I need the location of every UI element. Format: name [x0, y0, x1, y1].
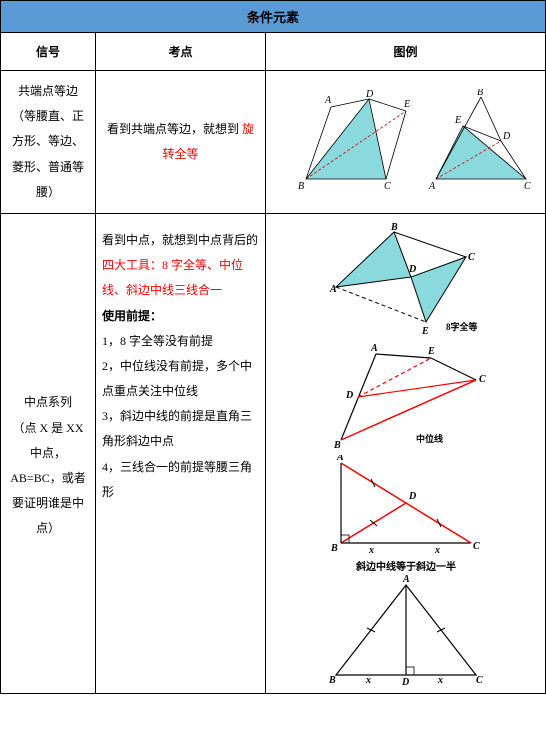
svg-text:E: E — [427, 346, 435, 357]
svg-text:D: D — [345, 390, 353, 401]
svg-text:B: B — [328, 675, 336, 685]
rotation-diagram-icon: A E B C D A B C D E — [276, 89, 536, 194]
row2-point: 看到中点，就想到中点背后的四大工具：8 字全等、中位线、斜边中线三线合一 使用前… — [96, 213, 266, 693]
svg-text:A: A — [402, 575, 410, 585]
conditions-table: 条件元素 信号 考点 图例 共端点等边（等腰直、正方形、等边、菱形、普通等腰） … — [0, 0, 546, 694]
svg-text:C: C — [384, 181, 391, 192]
svg-text:B: B — [330, 543, 338, 554]
svg-text:C: C — [468, 252, 475, 263]
svg-text:D: D — [401, 677, 409, 685]
col-header-point: 考点 — [96, 33, 266, 71]
text: 中点系列 （点 X 是 XX 中点，AB=BC，或者要证明谁是中点） — [10, 395, 85, 535]
svg-text:E: E — [403, 99, 410, 110]
svg-text:C: C — [479, 374, 486, 385]
svg-text:D: D — [408, 491, 416, 502]
row2-figure: AB CD E 8字全等 AB CD E 中位线 — [266, 213, 546, 693]
svg-text:B: B — [390, 222, 398, 233]
table-title: 条件元素 — [1, 1, 546, 33]
text: 1，8 字全等没有前提 — [102, 334, 213, 348]
svg-text:E: E — [454, 115, 461, 126]
svg-text:x: x — [368, 545, 374, 556]
three-lines-diagram-icon: A B C D x x — [316, 575, 496, 685]
text: 共端点等边（等腰直、正方形、等边、菱形、普通等腰） — [12, 84, 84, 199]
text: 3，斜边中线的前提是直角三角形斜边中点 — [102, 409, 252, 448]
text-bold: 使用前提： — [102, 309, 162, 323]
row2-signal: 中点系列 （点 X 是 XX 中点，AB=BC，或者要证明谁是中点） — [1, 213, 96, 693]
col-header-signal: 信号 — [1, 33, 96, 71]
svg-text:C: C — [476, 675, 483, 685]
svg-text:C: C — [473, 541, 480, 552]
table-row: 中点系列 （点 X 是 XX 中点，AB=BC，或者要证明谁是中点） 看到中点，… — [1, 213, 546, 693]
eight-congruent-diagram-icon: A B C D E 8字全等 — [316, 222, 496, 340]
svg-text:B: B — [333, 440, 341, 451]
table-row: 共端点等边（等腰直、正方形、等边、菱形、普通等腰） 看到共端点等边，就想到 旋转… — [1, 71, 546, 214]
text: 看到中点，就想到中点背后的 — [102, 233, 258, 247]
svg-text:B: B — [298, 181, 304, 192]
caption: 斜边中线等于斜边一半 — [355, 560, 456, 573]
svg-text:A: A — [329, 284, 337, 295]
row1-figure: A E B C D A B C D E — [266, 71, 546, 214]
svg-text:D: D — [365, 89, 374, 100]
col-header-figure: 图例 — [266, 33, 546, 71]
text: 看到共端点等边，就想到 — [107, 122, 242, 136]
svg-text:x: x — [434, 545, 440, 556]
hypotenuse-median-diagram-icon: A B C D x x 斜边中线等于斜边一半 — [311, 455, 501, 575]
text: 2，中位线没有前提，多个中点重点关注中位线 — [102, 359, 252, 398]
text: 4，三线合一的前提等腰三角形 — [102, 460, 252, 499]
svg-text:A: A — [336, 455, 344, 463]
table-row: 条件元素 — [1, 1, 546, 33]
row1-signal: 共端点等边（等腰直、正方形、等边、菱形、普通等腰） — [1, 71, 96, 214]
midline-diagram-icon: A B C D E 中位线 — [316, 340, 496, 455]
caption: 中位线 — [416, 433, 443, 444]
svg-text:x: x — [365, 675, 371, 685]
svg-text:x: x — [437, 675, 443, 685]
svg-text:D: D — [502, 131, 511, 142]
svg-text:C: C — [524, 181, 531, 192]
svg-text:A: A — [428, 181, 436, 192]
svg-text:A: A — [324, 95, 332, 106]
caption: 8字全等 — [446, 321, 478, 332]
row1-point: 看到共端点等边，就想到 旋转全等 — [96, 71, 266, 214]
text-red: 四大工具：8 字全等、中位线、斜边中线三线合一 — [102, 258, 243, 297]
table-row: 信号 考点 图例 — [1, 33, 546, 71]
svg-text:B: B — [477, 89, 483, 98]
svg-text:A: A — [370, 343, 378, 354]
svg-text:E: E — [421, 326, 429, 337]
svg-text:D: D — [408, 264, 416, 275]
